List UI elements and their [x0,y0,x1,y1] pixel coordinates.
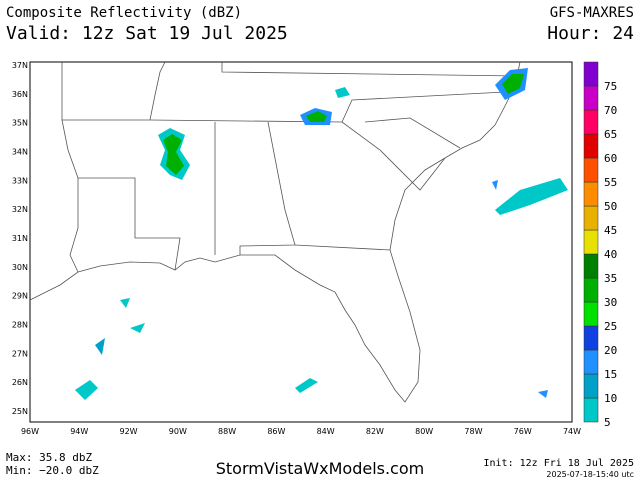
colorbar-segment [583,205,599,231]
longitude-label: 74W [563,427,581,436]
min-value: Min: −20.0 dbZ [6,464,99,477]
longitude-label: 78W [464,427,482,436]
latitude-label: 27N [12,349,28,358]
longitude-label: 92W [119,427,137,436]
latitude-label: 33N [12,176,28,185]
colorbar-label: 10 [604,392,617,405]
init-time: Init: 12z Fri 18 Jul 2025 [483,458,634,469]
latitude-label: 28N [12,321,28,330]
colorbar-segment [583,181,599,207]
colorbar-label: 65 [604,128,617,141]
colorbar-segment [583,373,599,399]
latitude-label: 34N [12,148,28,157]
longitude-label: 84W [317,427,335,436]
timestamp: 2025-07-18-15:40 utc [546,470,634,479]
colorbar-segment [583,109,599,135]
colorbar-segment [583,61,599,87]
colorbar-segment [583,157,599,183]
colorbar-label: 50 [604,200,617,213]
longitude-label: 94W [70,427,88,436]
longitude-label: 86W [267,427,285,436]
valid-time: Valid: 12z Sat 19 Jul 2025 [6,23,288,44]
radar-echoes [75,68,568,400]
colorbar-label: 45 [604,224,617,237]
colorbar-label: 55 [604,176,617,189]
latitude-label: 26N [12,378,28,387]
colorbar-label: 25 [604,320,617,333]
colorbar-label: 5 [604,416,611,429]
longitude-label: 82W [366,427,384,436]
latitude-label: 37N [12,61,28,70]
model-name: GFS-MAXRES [550,5,634,21]
colorbar-segment [583,325,599,351]
colorbar-label: 15 [604,368,617,381]
longitude-label: 88W [218,427,236,436]
longitude-label: 96W [21,427,39,436]
colorbar-label: 60 [604,152,617,165]
max-value: Max: 35.8 dbZ [6,451,92,464]
latitude-label: 25N [12,407,28,416]
colorbar-label: 30 [604,296,617,309]
forecast-hour: Hour: 24 [547,23,634,44]
colorbar-segment [583,133,599,159]
website: StormVistaWxModels.com [216,459,424,478]
colorbar-segment [583,349,599,375]
colorbar-segment [583,397,599,423]
colorbar-label: 75 [604,80,617,93]
longitude-label: 80W [415,427,433,436]
colorbar-segment [583,301,599,327]
colorbar-segment [583,229,599,255]
colorbar-segment [583,277,599,303]
colorbar-label: 35 [604,272,617,285]
longitude-label: 76W [514,427,532,436]
colorbar-segment [583,85,599,111]
latitude-label: 29N [12,292,28,301]
latitude-label: 31N [12,234,28,243]
map-frame [29,61,573,423]
latitude-label: 32N [12,205,28,214]
longitude-label: 90W [169,427,187,436]
title: Composite Reflectivity (dBZ) [6,5,242,21]
colorbar-label: 20 [604,344,617,357]
latitude-label: 35N [12,119,28,128]
borders [29,61,521,403]
colorbar-label: 70 [604,104,617,117]
colorbar-segment [583,253,599,279]
latitude-label: 30N [12,263,28,272]
latitude-label: 36N [12,90,28,99]
colorbar-label: 40 [604,248,617,261]
